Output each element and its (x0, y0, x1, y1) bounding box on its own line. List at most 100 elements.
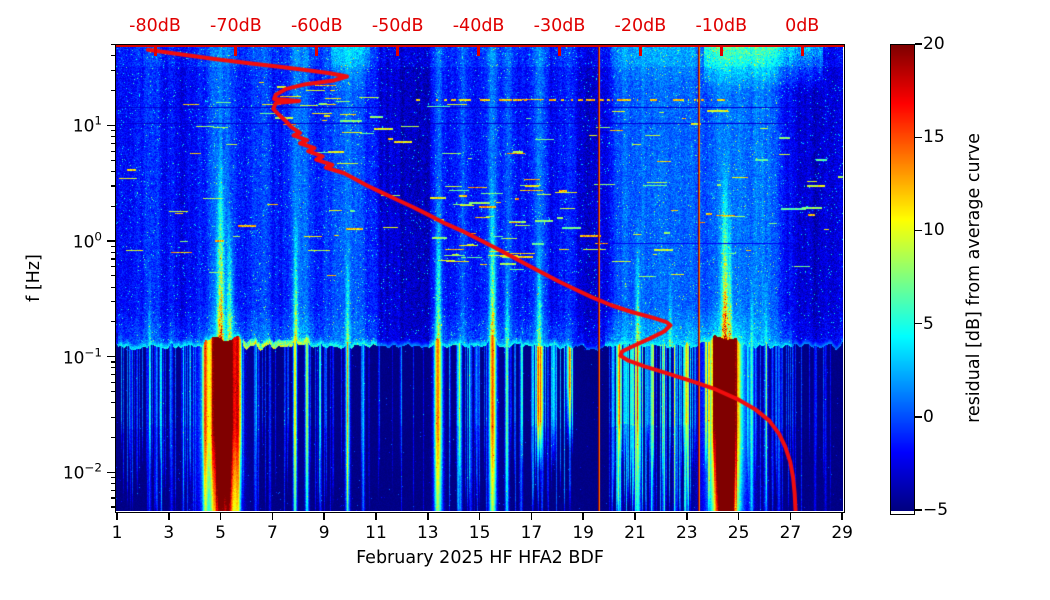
top-axis-tick (719, 46, 723, 56)
y-axis-minor-tick (110, 374, 115, 376)
y-axis-minor-tick (110, 321, 115, 323)
y-axis-minor-tick (110, 390, 115, 393)
x-axis-tick-label: 1 (111, 523, 123, 543)
colorbar-tick-label: 0 (923, 406, 934, 427)
top-axis-tick (315, 46, 319, 56)
x-axis-tick (582, 512, 584, 520)
x-axis-tick (116, 512, 118, 520)
y-axis-minor-tick (110, 381, 115, 383)
y-axis-minor-tick (110, 476, 115, 479)
y-axis-minor-tick (110, 205, 115, 207)
colorbar-title: residual [dB] from average curve (964, 133, 984, 423)
y-axis-minor-tick (110, 44, 115, 46)
y-axis-minor-tick (110, 286, 115, 288)
y-axis-tick-label: 10−2 (62, 460, 102, 484)
colorbar-tick-label: 5 (923, 313, 934, 334)
top-axis-tick-label: 0dB (785, 16, 820, 36)
top-axis-tick-label: -20dB (614, 16, 667, 36)
y-axis-minor-tick (110, 300, 115, 303)
top-axis-tick (396, 46, 400, 56)
y-axis-tick-label: 10−1 (62, 345, 102, 368)
y-axis-minor-tick (110, 251, 115, 253)
top-axis-tick (800, 46, 804, 56)
x-axis-tick-label: 5 (215, 523, 227, 543)
x-axis-tick-label: 3 (163, 523, 175, 543)
x-axis-tick (168, 512, 170, 520)
y-axis-minor-tick (110, 416, 115, 418)
top-axis-tick-label: -70dB (210, 16, 262, 36)
y-axis-minor-tick (110, 367, 115, 369)
x-axis-tick-label: 13 (416, 523, 439, 543)
x-axis-tick (323, 512, 325, 520)
top-axis-tick (558, 46, 561, 56)
x-axis-tick (427, 512, 429, 520)
y-axis-minor-tick (110, 90, 115, 92)
top-axis-tick-label: -60dB (290, 16, 343, 36)
x-axis-tick-label: 17 (520, 523, 543, 543)
x-axis-tick (271, 512, 274, 520)
y-axis-minor-tick (110, 245, 115, 247)
y-axis-minor-tick (110, 170, 115, 173)
top-axis-tick-label: -80dB (129, 16, 181, 36)
colorbar-tick (915, 229, 922, 232)
y-axis-tick (107, 124, 115, 127)
y-axis-minor-tick (110, 69, 115, 71)
x-axis-tick (737, 512, 740, 520)
y-axis-tick (107, 240, 115, 242)
y-axis-tick-label: 100 (72, 229, 102, 253)
colorbar-tick (915, 43, 922, 45)
x-axis-tick-label: 15 (468, 523, 491, 543)
spectrogram-canvas (116, 45, 843, 511)
colorbar-tick-label: −5 (923, 500, 949, 520)
x-axis-tick-label: 21 (624, 523, 646, 543)
plot-area (115, 44, 845, 513)
x-axis-tick-label: 25 (727, 523, 750, 543)
top-axis-tick (638, 46, 642, 56)
colorbar-tick (915, 136, 922, 138)
y-axis-minor-tick (110, 150, 115, 152)
x-axis-tick (219, 512, 222, 520)
y-axis-minor-tick (110, 130, 115, 132)
y-axis-tick (107, 355, 115, 358)
top-axis-tick-label: -40dB (452, 16, 505, 36)
y-axis-minor-tick (110, 142, 115, 144)
x-axis-tick (841, 512, 843, 520)
x-axis-tick-label: 19 (572, 523, 595, 543)
y-axis-minor-tick (110, 497, 115, 499)
top-axis-tick-label: -30dB (533, 16, 586, 36)
x-axis-tick-label: 11 (365, 523, 387, 543)
colorbar-tick-label: 15 (923, 127, 945, 148)
x-axis-tick (789, 512, 792, 520)
y-axis-minor-tick (110, 436, 115, 439)
x-axis-tick-label: 23 (675, 523, 698, 543)
x-axis-tick-label: 27 (779, 523, 802, 543)
x-axis-tick (530, 512, 533, 520)
colorbar-tick-label: 10 (923, 220, 945, 241)
y-axis-minor-tick (110, 185, 115, 187)
x-axis-tick-label: 7 (266, 523, 278, 543)
x-axis-tick (686, 512, 688, 520)
y-axis-minor-tick (110, 258, 115, 260)
y-axis-minor-tick (110, 159, 115, 161)
y-axis-tick-label: 101 (72, 114, 102, 137)
colorbar-tick (915, 322, 922, 325)
y-axis-minor-tick (110, 275, 115, 277)
y-axis-minor-tick (110, 506, 115, 508)
colorbar (890, 44, 915, 515)
y-axis-minor-tick (110, 489, 115, 491)
top-axis-tick-label: -50dB (371, 16, 424, 36)
x-axis-tick (375, 512, 377, 520)
top-axis-tick (234, 46, 238, 56)
top-axis-tick (477, 46, 481, 56)
y-axis-tick (107, 471, 115, 473)
top-axis-tick (153, 46, 157, 56)
x-axis-tick-label: 9 (318, 523, 330, 543)
x-axis-tick (478, 512, 481, 520)
y-axis-minor-tick (110, 402, 115, 404)
y-axis-minor-tick (110, 136, 115, 138)
x-axis-title: February 2025 HF HFA2 BDF (356, 548, 604, 568)
y-axis-minor-tick (110, 55, 115, 57)
colorbar-canvas (891, 45, 914, 511)
top-axis-tick-label: -10dB (695, 16, 748, 36)
